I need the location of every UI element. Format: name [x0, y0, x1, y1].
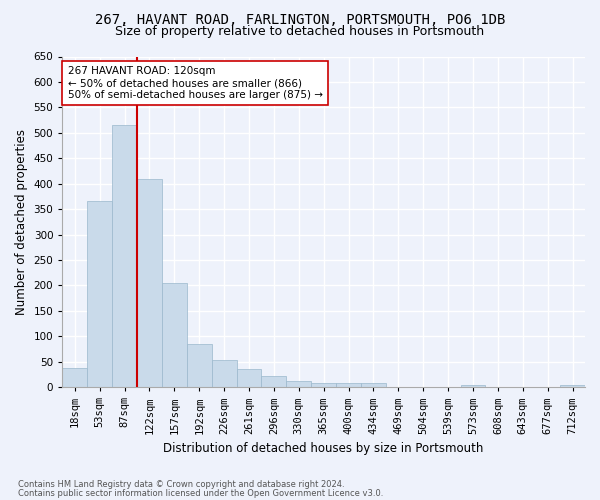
Bar: [361, 383, 386, 387]
Bar: [62, 368, 87, 387]
Bar: [137, 178, 162, 387]
Bar: [262, 376, 286, 387]
Text: Contains public sector information licensed under the Open Government Licence v3: Contains public sector information licen…: [18, 488, 383, 498]
Bar: [336, 383, 361, 387]
Bar: [311, 383, 336, 387]
Bar: [236, 370, 262, 387]
Text: 267, HAVANT ROAD, FARLINGTON, PORTSMOUTH, PO6 1DB: 267, HAVANT ROAD, FARLINGTON, PORTSMOUTH…: [95, 12, 505, 26]
Bar: [560, 384, 585, 387]
Bar: [286, 381, 311, 387]
Bar: [162, 283, 187, 387]
Y-axis label: Number of detached properties: Number of detached properties: [15, 129, 28, 315]
Text: Size of property relative to detached houses in Portsmouth: Size of property relative to detached ho…: [115, 24, 485, 38]
Bar: [212, 360, 236, 387]
Bar: [87, 202, 112, 387]
Bar: [461, 384, 485, 387]
Text: Contains HM Land Registry data © Crown copyright and database right 2024.: Contains HM Land Registry data © Crown c…: [18, 480, 344, 489]
Bar: [112, 125, 137, 387]
Bar: [187, 344, 212, 387]
X-axis label: Distribution of detached houses by size in Portsmouth: Distribution of detached houses by size …: [163, 442, 484, 455]
Text: 267 HAVANT ROAD: 120sqm
← 50% of detached houses are smaller (866)
50% of semi-d: 267 HAVANT ROAD: 120sqm ← 50% of detache…: [68, 66, 323, 100]
